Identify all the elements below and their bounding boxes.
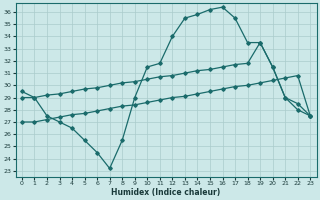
X-axis label: Humidex (Indice chaleur): Humidex (Indice chaleur) bbox=[111, 188, 221, 197]
